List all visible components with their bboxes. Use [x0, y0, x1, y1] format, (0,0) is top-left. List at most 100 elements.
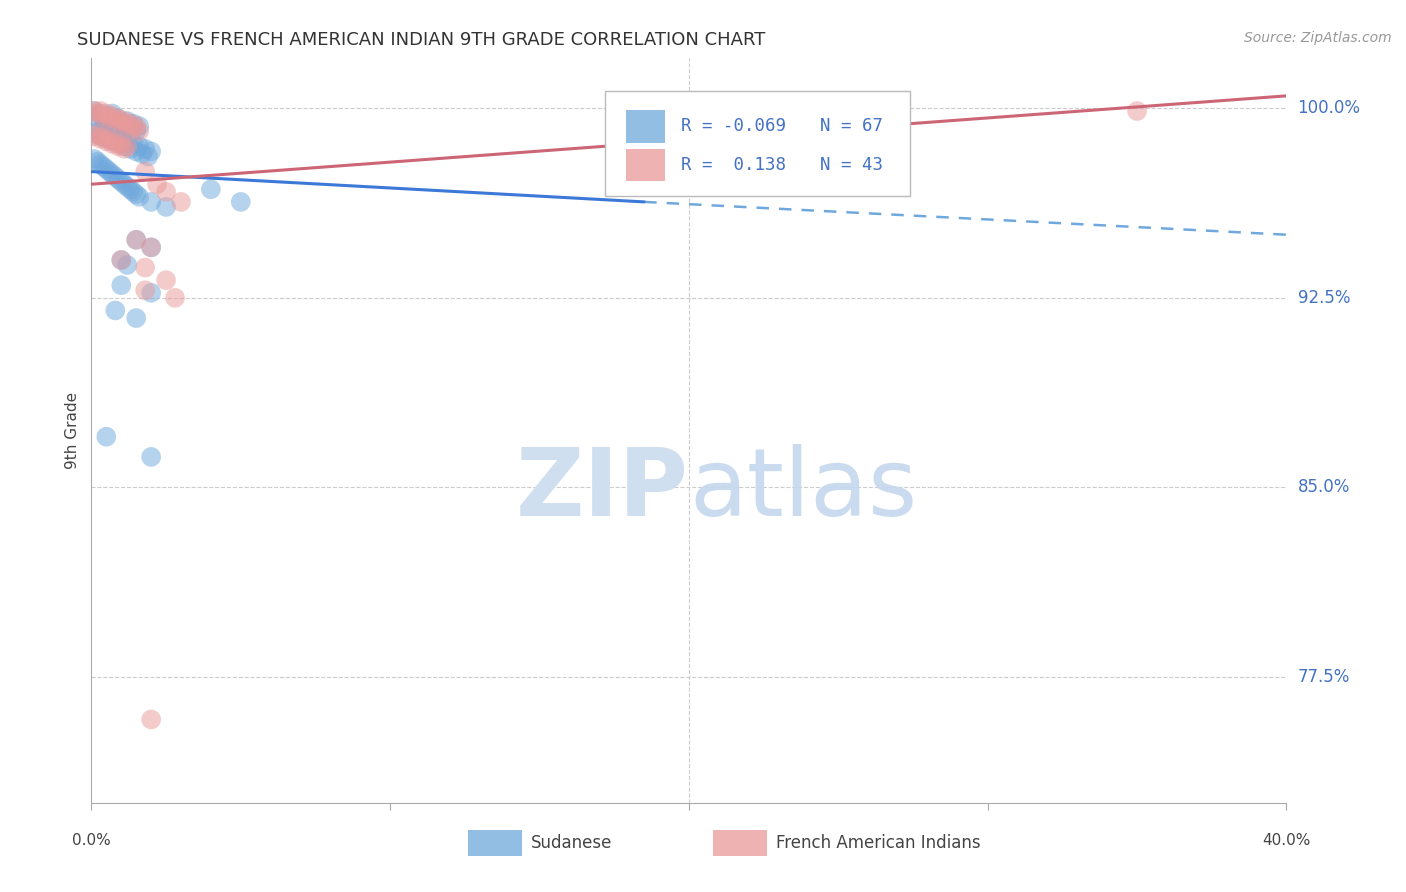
Text: R = -0.069: R = -0.069 [681, 117, 786, 136]
Point [128, 190, 150, 204]
Bar [626, 110, 665, 143]
Point [155, 273, 177, 287]
Text: ZIP: ZIP [516, 444, 689, 536]
Point [104, 303, 127, 318]
Point [93, 121, 115, 136]
Text: N = 67: N = 67 [821, 117, 883, 136]
Point [89, 157, 111, 171]
Point [134, 142, 156, 156]
Point [107, 139, 129, 153]
FancyBboxPatch shape [605, 92, 910, 195]
Point [115, 114, 138, 128]
Point [163, 291, 186, 305]
Point [110, 278, 132, 293]
Point [146, 178, 169, 192]
Point [101, 167, 124, 181]
Point [96, 430, 118, 444]
Point [93, 160, 115, 174]
Point [110, 117, 132, 131]
Point [104, 114, 127, 128]
Point [101, 106, 124, 120]
Point [134, 260, 156, 275]
Point [98, 132, 121, 146]
Point [134, 164, 156, 178]
Point [122, 121, 145, 136]
Bar [626, 149, 665, 181]
Point [122, 185, 145, 199]
Text: 92.5%: 92.5% [1298, 289, 1350, 307]
Point [170, 194, 193, 209]
Text: French American Indians: French American Indians [776, 834, 981, 852]
Point [112, 142, 135, 156]
Point [98, 112, 121, 126]
Point [96, 132, 118, 146]
Point [101, 136, 124, 151]
Point [83, 152, 105, 166]
Text: 100.0%: 100.0% [1298, 100, 1361, 118]
Point [86, 109, 108, 123]
Point [134, 283, 156, 297]
Point [120, 182, 142, 196]
Bar [713, 830, 766, 856]
Point [112, 119, 135, 133]
Point [125, 124, 148, 138]
Point [107, 136, 129, 151]
Point [115, 258, 138, 272]
Point [112, 139, 135, 153]
Text: Source: ZipAtlas.com: Source: ZipAtlas.com [1244, 31, 1392, 45]
Point [110, 252, 132, 267]
Point [122, 117, 145, 131]
Point [86, 124, 108, 138]
Point [107, 112, 129, 126]
Point [1126, 103, 1149, 118]
Point [125, 145, 148, 159]
Text: 40.0%: 40.0% [1263, 833, 1310, 848]
Text: R =  0.138: R = 0.138 [681, 156, 786, 174]
Point [141, 194, 163, 209]
Point [115, 179, 138, 194]
Point [141, 713, 163, 727]
Point [120, 121, 142, 136]
Point [93, 112, 115, 126]
Point [107, 172, 129, 186]
Point [98, 114, 121, 128]
Point [141, 285, 163, 300]
Point [131, 147, 153, 161]
Point [128, 139, 150, 153]
Point [110, 136, 132, 151]
Point [125, 233, 148, 247]
Point [122, 136, 145, 151]
Point [83, 129, 105, 144]
Point [120, 117, 142, 131]
Point [93, 109, 115, 123]
Point [112, 178, 135, 192]
Point [93, 129, 115, 144]
Point [89, 129, 111, 144]
Point [112, 114, 135, 128]
Point [125, 233, 148, 247]
Point [141, 145, 163, 159]
Point [110, 252, 132, 267]
Point [155, 185, 177, 199]
Point [83, 127, 105, 141]
Point [96, 162, 118, 177]
Point [83, 103, 105, 118]
Point [107, 112, 129, 126]
Point [83, 103, 105, 118]
Text: Sudanese: Sudanese [531, 834, 613, 852]
Text: 77.5%: 77.5% [1298, 667, 1350, 686]
Point [141, 240, 163, 254]
Point [101, 134, 124, 148]
Point [86, 154, 108, 169]
Text: 85.0%: 85.0% [1298, 478, 1350, 496]
Point [128, 119, 150, 133]
Point [96, 134, 118, 148]
Point [110, 132, 132, 146]
Point [125, 187, 148, 202]
Point [115, 134, 138, 148]
Point [125, 311, 148, 326]
Point [887, 160, 910, 174]
Point [125, 119, 148, 133]
Text: atlas: atlas [689, 444, 917, 536]
Point [141, 240, 163, 254]
